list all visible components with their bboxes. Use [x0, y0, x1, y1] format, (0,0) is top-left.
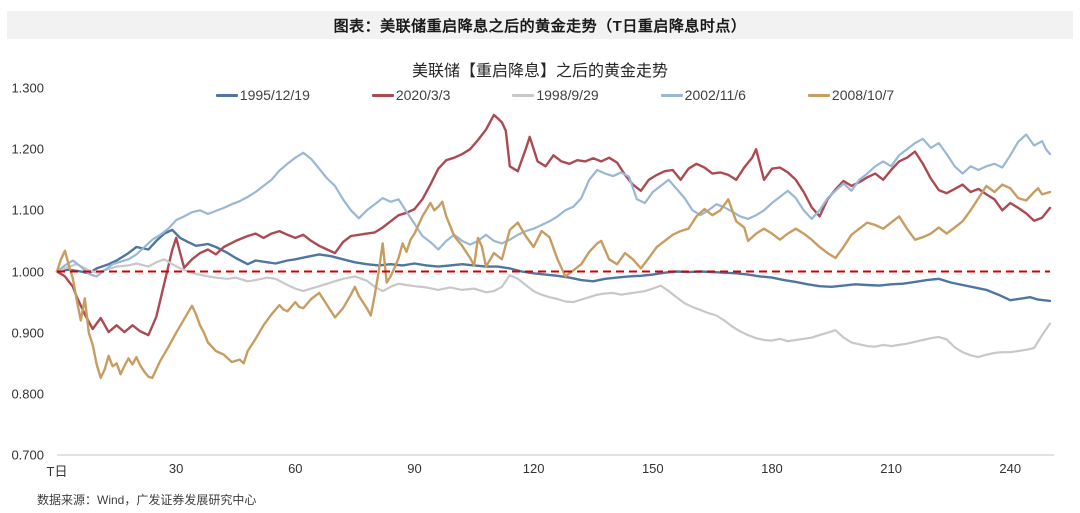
y-tick-label: 1.200 — [11, 141, 44, 157]
x-tick-label: 30 — [168, 461, 184, 476]
x-tick-label: 120 — [522, 461, 545, 476]
legend-item-2008-10-7: 2008/10/7 — [807, 87, 895, 103]
series-line-2008-10-7 — [55, 183, 1052, 380]
legend-label: 2020/3/3 — [395, 87, 451, 103]
series-line-2020-3-3 — [55, 113, 1052, 337]
data-source-note: 数据来源：Wind，广发证券发展研究中心 — [37, 493, 257, 507]
legend-label: 2002/11/6 — [684, 87, 746, 103]
x-tick-label: T日 — [46, 464, 68, 479]
series-line-1998-9-29 — [55, 258, 1052, 359]
series-line-2002-11-6 — [55, 133, 1052, 278]
legend-item-2020-3-3: 2020/3/3 — [371, 87, 451, 103]
legend-line-swatch — [215, 93, 238, 97]
x-tick-label: 90 — [407, 461, 422, 476]
x-tick-label: 150 — [641, 461, 664, 476]
legend-label: 1995/12/19 — [239, 87, 310, 103]
legend-label: 1998/9/29 — [536, 87, 599, 103]
x-tick-label: 180 — [761, 461, 783, 476]
legend-line-swatch — [371, 93, 394, 97]
legend-line-swatch — [660, 93, 683, 97]
figure-header-band: 图表：美联储重启降息之后的黄金走势（T日重启降息时点） — [7, 11, 1073, 39]
series-line-1995-12-19 — [55, 228, 1052, 303]
x-tick-label: 60 — [288, 461, 303, 476]
figure-header-title: 图表：美联储重启降息之后的黄金走势（T日重启降息时点） — [333, 17, 747, 35]
y-tick-label: 1.000 — [11, 264, 44, 279]
x-tick-label: 210 — [880, 461, 902, 476]
legend-item-1998-9-29: 1998/9/29 — [512, 87, 599, 103]
y-tick-label: 1.300 — [11, 80, 44, 96]
x-tick-label: 240 — [999, 461, 1022, 476]
chart-legend: 1995/12/19 2020/3/3 1998/9/29 2002/11/6 2008… — [30, 87, 1080, 103]
legend-line-swatch — [807, 93, 830, 97]
y-tick-label: 1.100 — [11, 202, 44, 218]
y-tick-label: 0.700 — [11, 447, 44, 463]
legend-item-2002-11-6: 2002/11/6 — [660, 87, 746, 103]
chart-title: 美联储【重启降息】之后的黄金走势 — [411, 63, 668, 80]
y-tick-label: 0.900 — [11, 325, 44, 341]
y-tick-label: 0.800 — [11, 386, 44, 402]
legend-label: 2008/10/7 — [831, 87, 895, 103]
legend-item-1995-12-19: 1995/12/19 — [215, 87, 310, 103]
legend-line-swatch — [512, 93, 535, 97]
